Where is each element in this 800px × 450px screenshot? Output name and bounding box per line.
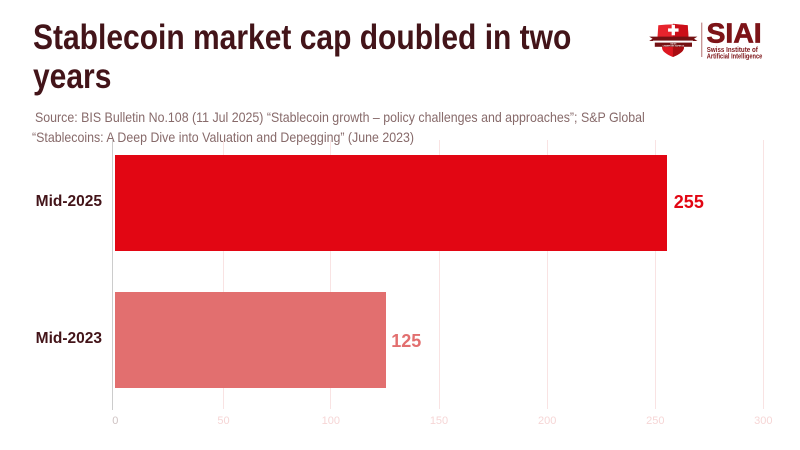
svg-text:CHAMPIONS SAFER AI: CHAMPIONS SAFER AI xyxy=(663,44,685,47)
svg-text:SIAI: SIAI xyxy=(707,20,762,48)
svg-text:Artificial Intelligence: Artificial Intelligence xyxy=(707,53,763,60)
svg-text:SWISS: SWISS xyxy=(670,43,676,45)
svg-text:Swiss Institute of: Swiss Institute of xyxy=(707,47,759,54)
